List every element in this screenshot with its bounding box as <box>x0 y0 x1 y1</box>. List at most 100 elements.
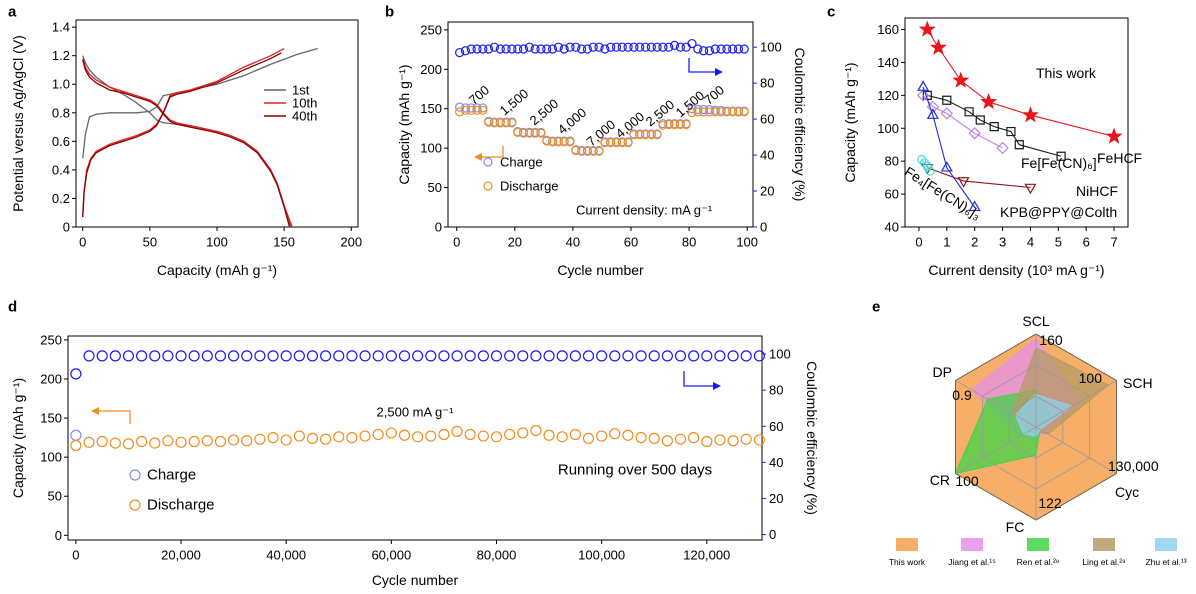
marker <box>753 350 765 362</box>
marker <box>464 350 476 362</box>
marker <box>254 433 266 445</box>
marker <box>565 137 575 147</box>
y-tick-label: 0 <box>55 528 62 543</box>
marker <box>922 90 932 100</box>
marker <box>490 431 503 443</box>
marker <box>556 350 568 362</box>
y2-tick-label: 0 <box>769 527 776 542</box>
y-tick-label: 0.2 <box>52 191 70 206</box>
marker <box>629 130 639 140</box>
marker <box>530 350 542 362</box>
marker <box>996 141 1009 155</box>
legend-swatch <box>961 538 983 551</box>
x-tick-label: 20,000 <box>161 548 201 563</box>
marker <box>629 42 639 52</box>
y2-tick-label: 60 <box>769 419 783 434</box>
marker <box>484 44 494 54</box>
marker <box>918 20 936 37</box>
marker <box>675 119 685 130</box>
marker <box>594 42 604 52</box>
legend-label: Zhu et al.¹³ <box>1145 557 1186 567</box>
annotation: 700 <box>701 82 727 107</box>
marker <box>669 119 680 130</box>
marker <box>495 44 505 54</box>
marker <box>280 350 292 362</box>
marker <box>530 128 540 138</box>
marker <box>1014 140 1024 150</box>
radar-spoke <box>955 380 1037 428</box>
y-tick-label: 100 <box>420 141 442 156</box>
radar-max-label: 0.9 <box>952 387 972 403</box>
marker <box>293 430 305 442</box>
marker <box>648 350 660 362</box>
marker <box>320 433 332 445</box>
y2-tick-label: 20 <box>760 184 774 199</box>
marker <box>600 44 610 54</box>
marker <box>466 105 476 115</box>
marker <box>464 428 476 441</box>
marker <box>714 434 726 446</box>
panel-letter: e <box>872 299 880 316</box>
legend-label: Ling et al.²⁹ <box>1082 557 1126 567</box>
radar-axis-name: SCH <box>1123 375 1153 391</box>
legend-label: Jiang et al.¹⁵ <box>948 557 995 567</box>
marker <box>70 429 82 441</box>
y-tick-label: 1.2 <box>52 48 70 63</box>
marker <box>518 44 529 54</box>
marker <box>559 44 569 54</box>
arrow <box>480 146 504 158</box>
legend-marker <box>483 157 493 167</box>
marker <box>149 437 161 449</box>
marker <box>109 350 121 362</box>
marker <box>359 430 371 442</box>
marker <box>699 104 709 115</box>
y-tick-label: 250 <box>420 22 442 37</box>
x-tick-label: 4 <box>1027 235 1034 250</box>
arrow <box>98 410 131 424</box>
marker <box>425 350 437 362</box>
plot-frame <box>67 335 763 541</box>
marker <box>922 161 932 171</box>
marker <box>699 46 709 56</box>
legend-swatch <box>1093 538 1115 551</box>
arrowhead <box>715 68 723 76</box>
legend-swatch <box>1155 538 1177 551</box>
legend-label: 10th <box>292 96 317 111</box>
radar-max-label: 130,000 <box>1108 458 1159 474</box>
y-tick-label: 0 <box>63 220 70 235</box>
marker <box>556 431 568 443</box>
panel-letter: b <box>385 4 394 21</box>
y-tick-label: 80 <box>885 154 899 169</box>
marker <box>975 115 985 125</box>
marker <box>635 350 647 362</box>
marker <box>536 44 546 54</box>
marker <box>536 128 546 138</box>
radar-spoke <box>1035 426 1117 474</box>
marker <box>596 430 608 442</box>
x-tick-label: 0 <box>72 548 79 563</box>
marker <box>175 350 187 362</box>
marker <box>241 350 253 362</box>
radar-max-label: 122 <box>1038 495 1062 511</box>
y2-tick-label: 80 <box>769 383 783 398</box>
x-tick-label: 60 <box>624 235 638 250</box>
radar-axis-name: SCL <box>1022 313 1049 329</box>
x-axis-title: Current density (10³ mA g⁻¹) <box>928 262 1104 278</box>
x-tick-label: 20 <box>508 235 522 250</box>
marker <box>513 44 523 54</box>
marker <box>688 350 700 362</box>
y2-axis-title: Coulombic efficiency (%) <box>792 48 808 202</box>
marker <box>658 42 668 52</box>
marker <box>372 428 384 441</box>
panel-letter: c <box>827 4 835 21</box>
x-tick-label: 50 <box>143 235 157 250</box>
marker <box>507 44 517 54</box>
marker <box>466 44 476 54</box>
arrowhead <box>91 407 99 415</box>
marker <box>569 350 581 362</box>
marker <box>596 350 608 362</box>
y-axis-title: Capacity (mAh g⁻¹) <box>10 378 26 498</box>
legend-label: Discharge <box>147 497 215 514</box>
marker <box>942 95 952 105</box>
x-tick-label: 2 <box>971 235 978 250</box>
